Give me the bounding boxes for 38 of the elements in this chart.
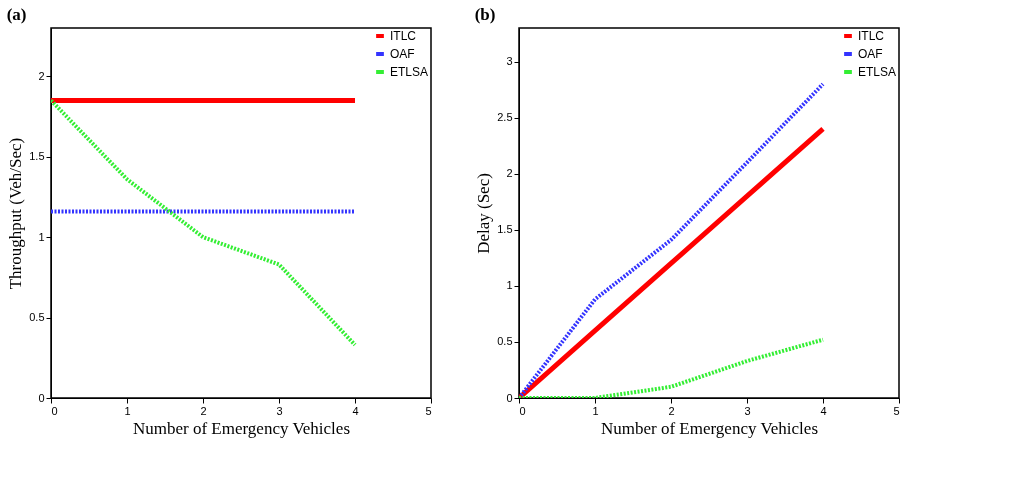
x-tick-label: 2 — [668, 404, 675, 417]
y-tick-label: 0 — [506, 391, 513, 404]
x-tick-label: 5 — [425, 404, 432, 417]
y-tick-label: 2 — [38, 69, 45, 82]
x-tick-label: 0 — [519, 404, 526, 417]
x-tick-label: 2 — [200, 404, 207, 417]
legend-label: ETLSA — [858, 65, 897, 79]
y-tick-label: 2.5 — [497, 111, 513, 124]
x-tick-label: 5 — [893, 404, 900, 417]
legend-label: ITLC — [390, 29, 417, 43]
x-axis-title: Number of Emergency Vehicles — [133, 418, 350, 438]
y-tick-label: 1.5 — [497, 223, 513, 236]
x-tick-label: 1 — [592, 404, 599, 417]
chart-title: (b) — [474, 5, 496, 24]
legend-label: OAF — [858, 47, 883, 61]
y-tick-label: 2 — [506, 167, 513, 180]
x-tick-label: 4 — [352, 404, 359, 417]
x-axis-title: Number of Emergency Vehicles — [601, 418, 818, 438]
y-tick-label: 0.5 — [29, 311, 45, 324]
legend-label: OAF — [390, 47, 415, 61]
y-axis-title: Throughput (Veh/Sec) — [6, 137, 26, 290]
y-tick-label: 3 — [506, 55, 513, 68]
legend-label: ETLSA — [390, 65, 429, 79]
chart-title: (a) — [6, 5, 27, 24]
y-tick-label: 1 — [38, 230, 45, 243]
x-tick-label: 4 — [820, 404, 827, 417]
y-axis-title: Delay (Sec) — [474, 173, 494, 254]
y-tick-label: 1 — [506, 279, 513, 292]
y-tick-label: 0 — [38, 391, 45, 404]
x-tick-label: 1 — [124, 404, 131, 417]
x-tick-label: 3 — [744, 404, 751, 417]
line-series — [51, 98, 357, 347]
y-tick-label: 1.5 — [29, 150, 45, 163]
y-tick-label: 0.5 — [497, 335, 513, 348]
line-series — [519, 337, 825, 398]
x-tick-label: 3 — [276, 404, 283, 417]
x-tick-label: 0 — [51, 404, 58, 417]
legend-label: ITLC — [858, 29, 885, 43]
